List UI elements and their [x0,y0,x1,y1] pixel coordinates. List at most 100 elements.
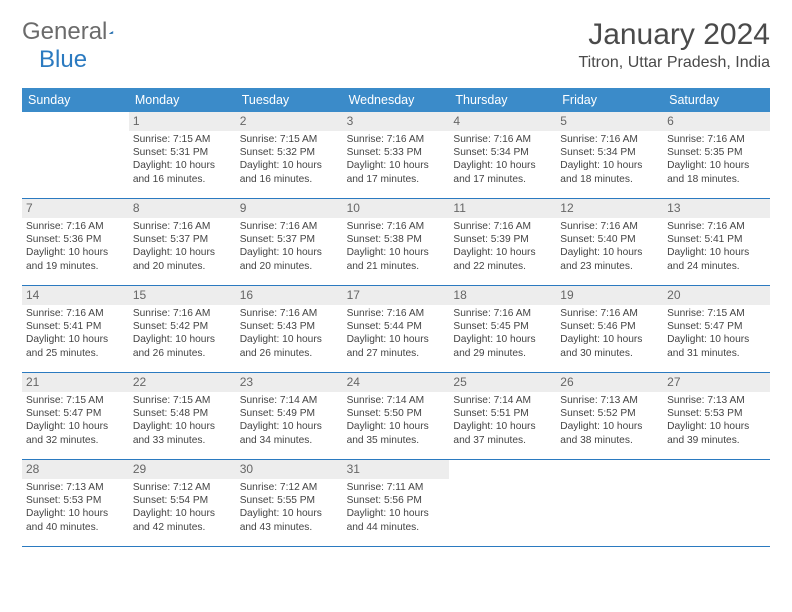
day-number: 29 [129,460,236,479]
day-number: 21 [22,373,129,392]
daylight: Daylight: 10 hours and 40 minutes. [26,507,125,533]
dayhead-sun: Sunday [22,88,129,112]
sunset: Sunset: 5:55 PM [240,494,339,507]
sunset: Sunset: 5:42 PM [133,320,232,333]
sunset: Sunset: 5:34 PM [560,146,659,159]
day-details: Sunrise: 7:16 AMSunset: 5:41 PMDaylight:… [22,307,129,363]
day-number: 13 [663,199,770,218]
calendar-cell: 19Sunrise: 7:16 AMSunset: 5:46 PMDayligh… [556,286,663,372]
day-details: Sunrise: 7:16 AMSunset: 5:46 PMDaylight:… [556,307,663,363]
sunset: Sunset: 5:53 PM [667,407,766,420]
day-details: Sunrise: 7:14 AMSunset: 5:51 PMDaylight:… [449,394,556,450]
daylight: Daylight: 10 hours and 29 minutes. [453,333,552,359]
sunset: Sunset: 5:37 PM [133,233,232,246]
calendar-cell: . [22,112,129,198]
daylight: Daylight: 10 hours and 25 minutes. [26,333,125,359]
sunrise: Sunrise: 7:16 AM [560,307,659,320]
sunrise: Sunrise: 7:16 AM [240,307,339,320]
location: Titron, Uttar Pradesh, India [579,54,771,72]
day-details: Sunrise: 7:16 AMSunset: 5:34 PMDaylight:… [556,133,663,189]
daylight: Daylight: 10 hours and 17 minutes. [347,159,446,185]
day-details: Sunrise: 7:16 AMSunset: 5:41 PMDaylight:… [663,220,770,276]
day-number: 5 [556,112,663,131]
daylight: Daylight: 10 hours and 30 minutes. [560,333,659,359]
sunset: Sunset: 5:48 PM [133,407,232,420]
calendar-cell: 17 Sunrise: 7:16 AMSunset: 5:44 PMDayligh… [343,286,450,372]
day-details: Sunrise: 7:14 AMSunset: 5:50 PMDaylight:… [343,394,450,450]
day-number: 16 [236,286,343,305]
calendar-cell: 24Sunrise: 7:14 AMSunset: 5:50 PMDayligh… [343,373,450,459]
sunrise: Sunrise: 7:15 AM [133,133,232,146]
day-number: 30 [236,460,343,479]
title-block: January 2024 Titron, Uttar Pradesh, Indi… [579,18,771,72]
sunrise: Sunrise: 7:16 AM [667,133,766,146]
day-number: 15 [129,286,236,305]
sunrise: Sunrise: 7:16 AM [240,220,339,233]
dayhead-thu: Thursday [449,88,556,112]
day-details: Sunrise: 7:12 AMSunset: 5:55 PMDaylight:… [236,481,343,537]
sunset: Sunset: 5:34 PM [453,146,552,159]
sunrise: Sunrise: 7:14 AM [347,394,446,407]
calendar-week: 7Sunrise: 7:16 AMSunset: 5:36 PMDaylight… [22,199,770,286]
sunset: Sunset: 5:44 PM [347,320,446,333]
sunrise: Sunrise: 7:16 AM [26,307,125,320]
sunset: Sunset: 5:39 PM [453,233,552,246]
daylight: Daylight: 10 hours and 24 minutes. [667,246,766,272]
sunrise: Sunrise: 7:16 AM [560,220,659,233]
sunrise: Sunrise: 7:16 AM [133,307,232,320]
sunrise: Sunrise: 7:11 AM [347,481,446,494]
sunset: Sunset: 5:41 PM [667,233,766,246]
day-number: 17 [343,286,450,305]
daylight: Daylight: 10 hours and 37 minutes. [453,420,552,446]
sunrise: Sunrise: 7:16 AM [453,220,552,233]
calendar-cell: 18Sunrise: 7:16 AMSunset: 5:45 PMDayligh… [449,286,556,372]
sunrise: Sunrise: 7:16 AM [347,220,446,233]
day-number: 31 [343,460,450,479]
logo-text-1: General [22,18,107,46]
daylight: Daylight: 10 hours and 21 minutes. [347,246,446,272]
day-details: Sunrise: 7:13 AMSunset: 5:52 PMDaylight:… [556,394,663,450]
daylight: Daylight: 10 hours and 42 minutes. [133,507,232,533]
sunrise: Sunrise: 7:13 AM [560,394,659,407]
daylight: Daylight: 10 hours and 39 minutes. [667,420,766,446]
sunset: Sunset: 5:43 PM [240,320,339,333]
sunrise: Sunrise: 7:16 AM [667,220,766,233]
sunset: Sunset: 5:37 PM [240,233,339,246]
calendar: Sunday Monday Tuesday Wednesday Thursday… [22,88,770,547]
calendar-cell: 21Sunrise: 7:15 AMSunset: 5:47 PMDayligh… [22,373,129,459]
day-number: 25 [449,373,556,392]
sunset: Sunset: 5:51 PM [453,407,552,420]
sunrise: Sunrise: 7:15 AM [667,307,766,320]
day-details: Sunrise: 7:16 AMSunset: 5:44 PMDaylight:… [343,307,450,363]
day-number: 27 [663,373,770,392]
sunset: Sunset: 5:56 PM [347,494,446,507]
calendar-cell: . [663,460,770,546]
calendar-cell: 11Sunrise: 7:16 AMSunset: 5:39 PMDayligh… [449,199,556,285]
calendar-cell: 8Sunrise: 7:16 AMSunset: 5:37 PMDaylight… [129,199,236,285]
day-number: 6 [663,112,770,131]
daylight: Daylight: 10 hours and 32 minutes. [26,420,125,446]
day-details: Sunrise: 7:16 AMSunset: 5:34 PMDaylight:… [449,133,556,189]
daylight: Daylight: 10 hours and 20 minutes. [133,246,232,272]
calendar-cell: 9Sunrise: 7:16 AMSunset: 5:37 PMDaylight… [236,199,343,285]
day-number: 4 [449,112,556,131]
daylight: Daylight: 10 hours and 16 minutes. [240,159,339,185]
logo-triangle-icon [109,22,113,42]
dayhead-mon: Monday [129,88,236,112]
sunset: Sunset: 5:32 PM [240,146,339,159]
month-title: January 2024 [579,18,771,52]
day-details: Sunrise: 7:16 AMSunset: 5:37 PMDaylight:… [129,220,236,276]
calendar-cell: 1Sunrise: 7:15 AMSunset: 5:31 PMDaylight… [129,112,236,198]
sunset: Sunset: 5:53 PM [26,494,125,507]
calendar-cell: 27Sunrise: 7:13 AMSunset: 5:53 PMDayligh… [663,373,770,459]
calendar-week: 28Sunrise: 7:13 AMSunset: 5:53 PMDayligh… [22,460,770,547]
daylight: Daylight: 10 hours and 18 minutes. [667,159,766,185]
daylight: Daylight: 10 hours and 17 minutes. [453,159,552,185]
sunrise: Sunrise: 7:16 AM [453,133,552,146]
calendar-week: .1Sunrise: 7:15 AMSunset: 5:31 PMDayligh… [22,112,770,199]
calendar-cell: 4 Sunrise: 7:16 AMSunset: 5:34 PMDaylight… [449,112,556,198]
day-details: Sunrise: 7:16 AMSunset: 5:42 PMDaylight:… [129,307,236,363]
day-details: Sunrise: 7:15 AMSunset: 5:47 PMDaylight:… [663,307,770,363]
day-number: 18 [449,286,556,305]
calendar-cell: 23Sunrise: 7:14 AMSunset: 5:49 PMDayligh… [236,373,343,459]
